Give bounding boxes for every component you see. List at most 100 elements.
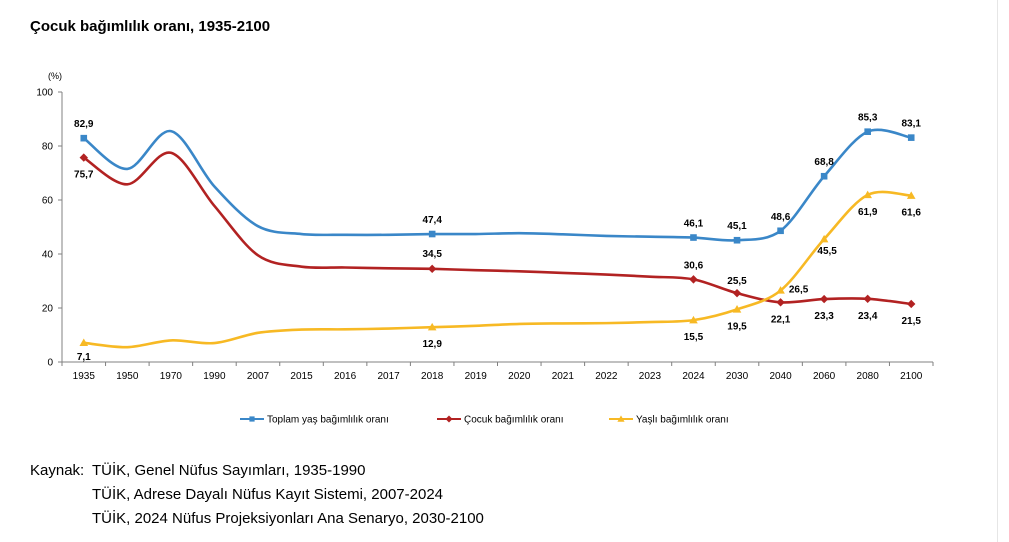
data-label: 82,9 [74,119,94,130]
source-line-2: TÜİK, Adrese Dayalı Nüfus Kayıt Sistemi,… [92,486,443,503]
data-point [819,234,829,243]
legend-item-toplam-yas-bagimlilik-orani: Toplam yaş bağımlılık oranı [240,415,389,426]
x-tick-label: 2021 [552,371,575,382]
data-label: 61,9 [858,207,878,218]
data-point [733,236,741,244]
data-label: 61,6 [901,208,921,219]
data-point [689,315,698,324]
x-tick-label: 1935 [73,371,96,382]
data-label: 21,5 [901,316,921,327]
data-label: 68,8 [814,157,834,168]
legend-marker [445,415,453,423]
x-tick-label: 2016 [334,371,357,382]
chart-legend: Toplam yaş bağımlılık oranı Çocuk bağımlı… [240,415,729,426]
x-tick-label: 2018 [421,371,444,382]
data-point [776,298,785,307]
data-label: 26,5 [789,284,809,295]
data-point [427,322,437,331]
x-tick-label: 2080 [857,371,880,382]
data-label: 34,5 [422,249,442,260]
data-point [819,294,829,304]
legend-label: Yaşlı bağımlılık oranı [636,415,729,426]
series-line [82,128,912,242]
series-line [83,151,912,306]
source-row-2: TÜİK, Adrese Dayalı Nüfus Kayıt Sistemi,… [30,483,484,507]
y-unit-label: (%) [48,71,62,81]
series-cocuk-bagimlilik-orani: 75,7 34,5 30,6 25,5 22,1 23,3 23,4 21,5 [74,151,921,327]
series-toplam-yas-bagimlilik-orani: 82,9 47,4 46,1 45,1 48,6 68,8 85,3 83,1 [74,113,921,244]
data-point [820,172,828,180]
x-tick-label: 2023 [639,371,662,382]
data-point [732,305,742,313]
x-tick-label: 2060 [813,371,836,382]
data-label: 25,5 [727,276,747,287]
x-tick-label: 2017 [378,371,401,382]
chart-series: 82,9 47,4 46,1 45,1 48,6 68,8 85,3 83,1 75,7 34,5… [74,113,921,363]
data-point [907,134,915,141]
x-tick-label: 2040 [769,371,792,382]
legend-marker [617,415,625,422]
x-tick-label: 2030 [726,371,749,382]
data-point [777,227,784,235]
data-label: 22,1 [771,314,791,325]
data-point [690,234,697,241]
data-label: 46,1 [684,219,704,230]
data-point [427,264,437,274]
x-tick-label: 2022 [595,371,618,382]
source-line-1: TÜİK, Genel Nüfus Sayımları, 1935-1990 [92,462,366,479]
data-point [906,191,916,199]
source-row-1: Kaynak: TÜİK, Genel Nüfus Sayımları, 1935… [30,459,484,483]
data-point [907,299,916,309]
legend-label: Çocuk bağımlılık oranı [464,415,564,426]
right-panel-edge [997,0,1009,542]
source-row-3: TÜİK, 2024 Nüfus Projeksiyonları Ana Sen… [30,507,484,531]
data-label: 12,9 [422,339,442,350]
chart-title: Çocuk bağımlılık oranı, 1935-2100 [30,18,271,35]
data-label: 45,5 [817,246,837,257]
legend-label: Toplam yaş bağımlılık oranı [267,415,389,426]
data-label: 30,6 [684,260,704,271]
y-tick-label: 40 [42,250,54,261]
x-tick-label: 1950 [116,371,139,382]
y-tick-label: 60 [42,196,54,207]
data-point [776,286,785,294]
data-label: 23,4 [858,311,878,322]
data-label: 15,5 [684,332,704,343]
x-tick-label: 2100 [900,371,923,382]
legend-marker [249,416,255,422]
y-tick-label: 0 [47,358,53,369]
x-tick-label: 2019 [465,371,488,382]
source-line-3: TÜİK, 2024 Nüfus Projeksiyonları Ana Sen… [92,510,484,527]
data-label: 7,1 [77,352,91,363]
source-note: Kaynak: TÜİK, Genel Nüfus Sayımları, 1935… [30,459,484,531]
data-point [732,288,742,298]
x-tick-label: 2024 [682,371,705,382]
data-label: 45,1 [727,221,747,232]
source-label: Kaynak: [30,462,85,479]
x-tick-label: 2015 [290,371,313,382]
data-point [80,134,88,142]
x-tick-label: 1990 [203,371,226,382]
data-point [428,230,436,238]
data-point [863,294,872,304]
y-tick-label: 100 [36,88,53,99]
y-tick-label: 20 [42,304,54,315]
data-label: 83,1 [901,119,921,130]
data-label: 47,4 [422,215,442,226]
data-point [79,153,88,162]
data-point [864,128,871,135]
legend-item-yasli-bagimlilik-orani: Yaşlı bağımlılık oranı [609,415,729,426]
data-label: 19,5 [727,321,747,332]
data-label: 23,3 [814,311,834,322]
x-tick-label: 1970 [160,371,183,382]
data-point [79,338,89,347]
data-label: 48,6 [771,212,791,223]
data-label: 75,7 [74,170,94,181]
legend-item-cocuk-bagimlilik-orani: Çocuk bağımlılık oranı [437,415,564,426]
data-point [863,190,872,199]
y-tick-label: 80 [42,142,54,153]
data-point [689,275,698,284]
x-tick-label: 2020 [508,371,531,382]
